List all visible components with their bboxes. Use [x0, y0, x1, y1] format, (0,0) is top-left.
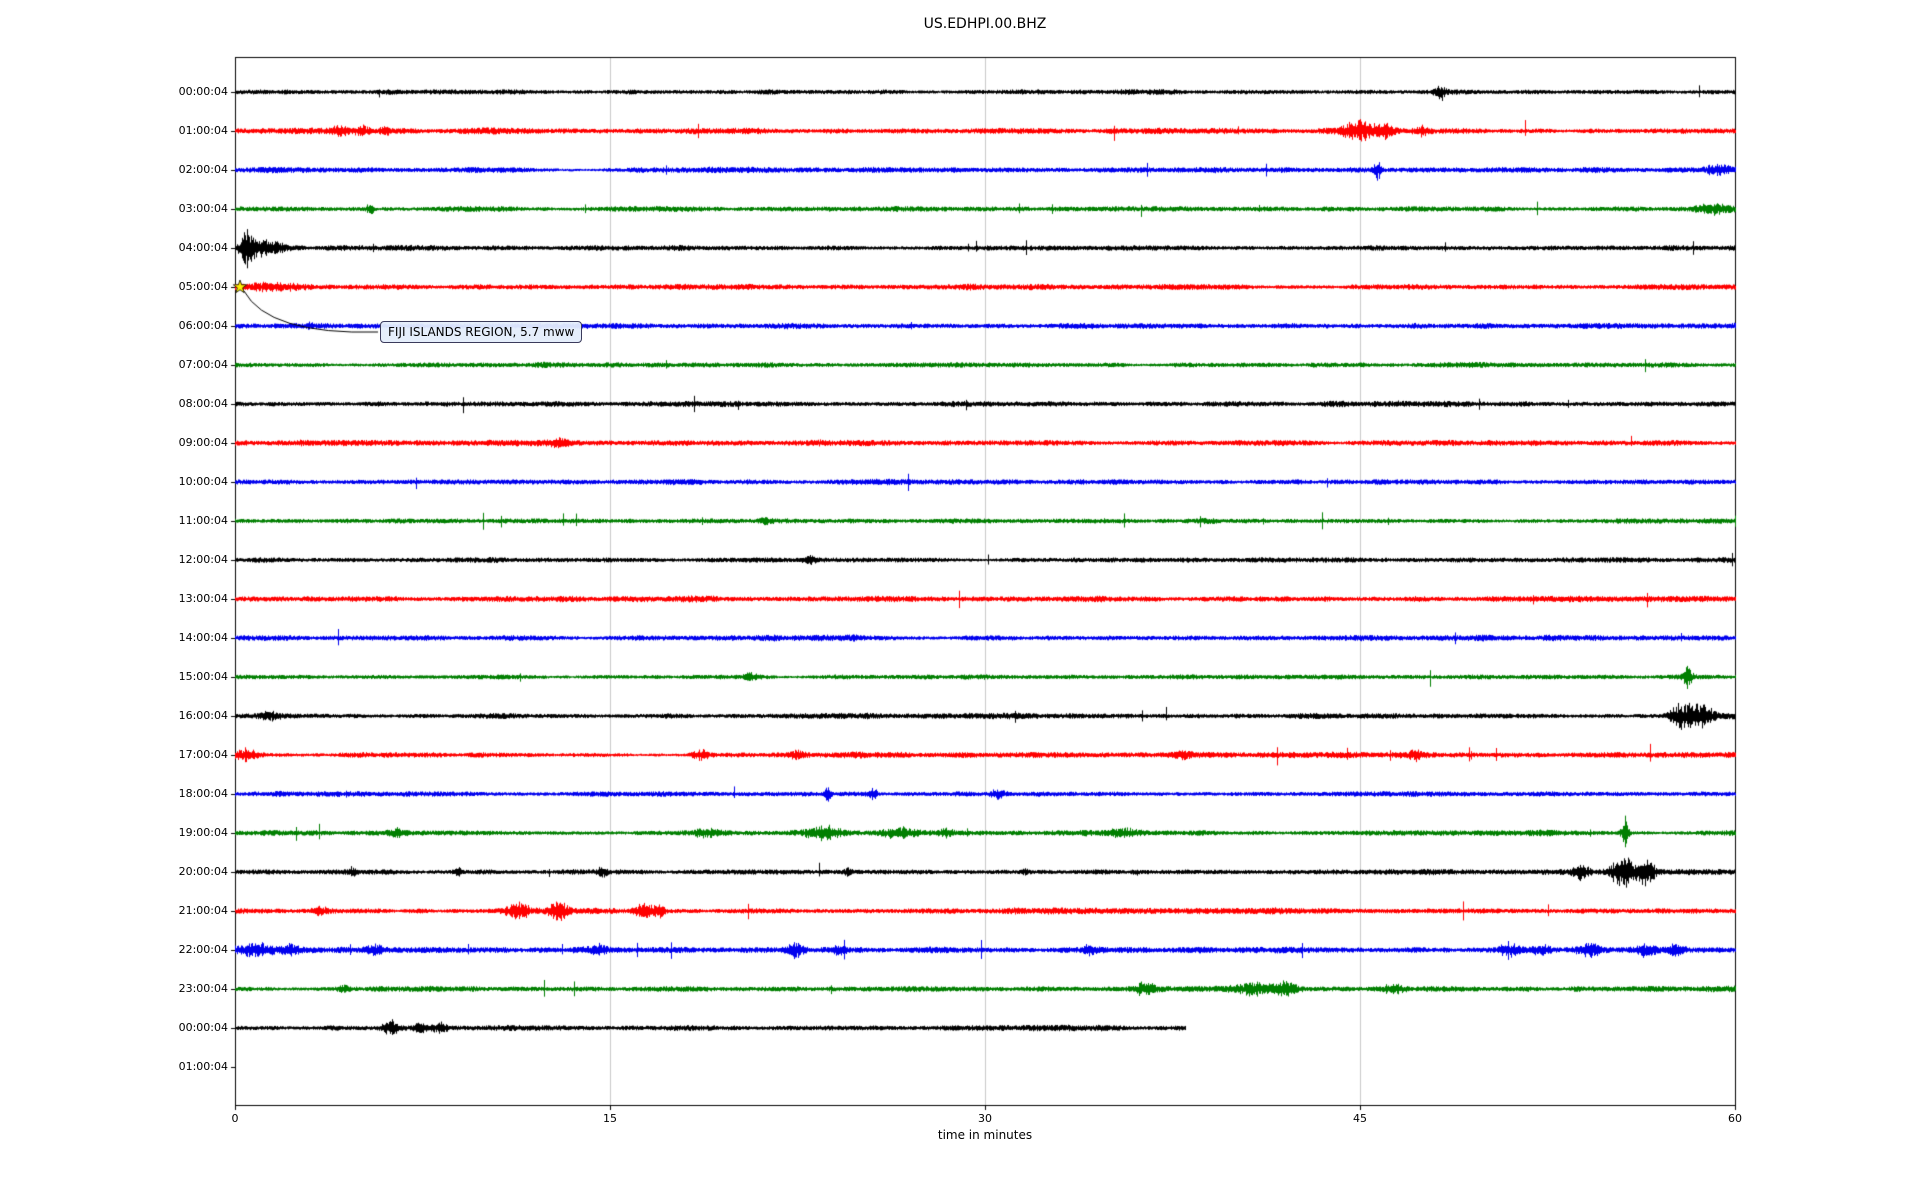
- event-annotation: FIJI ISLANDS REGION, 5.7 mww: [380, 321, 583, 343]
- event-annotation-text: FIJI ISLANDS REGION, 5.7 mww: [388, 325, 575, 339]
